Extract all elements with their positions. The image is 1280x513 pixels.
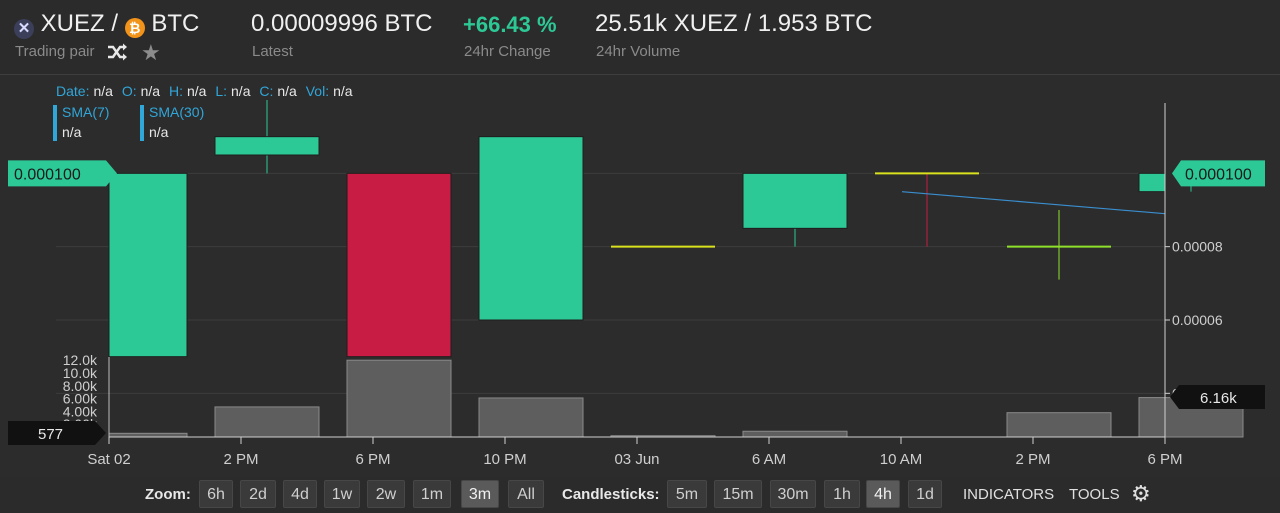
volume-24h: 25.51k XUEZ / 1.953 BTC	[595, 10, 873, 37]
pair-base: XUEZ	[40, 10, 105, 37]
sma30-swatch	[140, 105, 144, 141]
candle-body	[346, 172, 452, 358]
trading-pair[interactable]: ✕ XUEZ / ₿ BTC	[14, 10, 199, 39]
time-tick-label: 6 AM	[752, 451, 786, 468]
star-icon[interactable]: ★	[141, 40, 161, 65]
time-tick-label: 03 Jun	[614, 451, 659, 468]
volume-bar	[108, 432, 188, 438]
volume-bars	[108, 359, 1244, 438]
zoom-label: Zoom:	[145, 486, 191, 503]
zoom-option-2d[interactable]: 2d	[240, 480, 276, 508]
candle-option-5m[interactable]: 5m	[667, 480, 707, 508]
gear-icon[interactable]: ⚙	[1131, 481, 1151, 506]
candle-option-30m[interactable]: 30m	[770, 480, 816, 508]
price-tick-label: 0.00008	[1172, 239, 1223, 255]
axis-markers: 0.000100 0.000100 577 6.16k	[8, 160, 1265, 445]
sma30-label: SMA(30)	[149, 104, 204, 120]
xuez-coin-icon: ✕	[14, 19, 34, 39]
candle-body	[214, 136, 320, 156]
chart-toolbar: Zoom: 6h 2d 4d 1w 2w 1m 3m All Candlesticks: 5m…	[0, 478, 1280, 513]
volume-marker-right	[1170, 385, 1265, 409]
candlestick-chart[interactable]: 0.000080.000060.0000412.0k10.0k8.00k6.00…	[0, 75, 1280, 477]
volume-bar	[478, 397, 584, 438]
volume-marker-left-label: 577	[38, 426, 63, 443]
change-label: 24hr Change	[464, 43, 551, 60]
latest-price: 0.00009996 BTC	[251, 10, 433, 37]
sma30-value: n/a	[149, 124, 169, 140]
sma-line	[901, 191, 1166, 215]
chart-legend: Date: n/a O: n/a H: n/a L: n/a C: n/a Vol: n/a…	[53, 83, 353, 141]
time-tick-label: 6 PM	[1147, 451, 1182, 468]
latest-label: Latest	[252, 43, 293, 60]
candle-option-4h[interactable]: 4h	[866, 480, 900, 508]
candles	[108, 100, 1192, 358]
price-marker-left-label: 0.000100	[14, 166, 81, 183]
tools-button[interactable]: TOOLS	[1069, 486, 1120, 503]
price-marker-right-label: 0.000100	[1185, 166, 1252, 183]
candle-body	[1138, 172, 1166, 193]
zoom-option-3m[interactable]: 3m	[461, 480, 499, 508]
zoom-option-4d[interactable]: 4d	[283, 480, 317, 508]
pair-separator: /	[111, 10, 119, 37]
volume-tick-label: 4.00k	[63, 403, 98, 419]
volume-label: 24hr Volume	[596, 43, 681, 60]
time-tick-label: Sat 02	[87, 451, 130, 468]
time-tick-label: 10 AM	[880, 451, 923, 468]
sma7-label: SMA(7)	[62, 104, 109, 120]
shuffle-icon[interactable]	[106, 42, 128, 67]
time-tick-label: 2 PM	[223, 451, 258, 468]
volume-marker-right-label: 6.16k	[1200, 390, 1237, 407]
candle-option-15m[interactable]: 15m	[714, 480, 762, 508]
time-tick-label: 6 PM	[355, 451, 390, 468]
trading-pair-label: Trading pair	[15, 43, 95, 60]
volume-tick-label: 10.0k	[63, 365, 98, 381]
volume-marker-left	[8, 421, 106, 445]
volume-bar	[346, 359, 452, 438]
volume-bar	[742, 430, 848, 438]
zoom-option-2w[interactable]: 2w	[367, 480, 405, 508]
volume-tick-label: 6.00k	[63, 391, 98, 407]
candle-body	[742, 172, 848, 229]
candle-option-1h[interactable]: 1h	[824, 480, 860, 508]
ohlc-legend: Date: n/a O: n/a H: n/a L: n/a C: n/a Vol: n/a	[56, 83, 353, 99]
pair-quote: BTC	[151, 10, 200, 37]
bitcoin-icon: ₿	[124, 18, 145, 38]
price-tick-label: 0.00006	[1172, 312, 1223, 328]
sma-polyline	[901, 191, 1166, 215]
candle-body	[108, 172, 188, 358]
price-chart[interactable]: 0.000080.000060.0000412.0k10.0k8.00k6.00…	[0, 74, 1280, 477]
candle-body	[478, 136, 584, 321]
candlesticks-label: Candlesticks:	[562, 486, 660, 503]
price-marker-right	[1172, 160, 1265, 187]
time-tick-label: 2 PM	[1015, 451, 1050, 468]
time-tick-label: 10 PM	[483, 451, 526, 468]
sma7-value: n/a	[62, 124, 82, 140]
sma7-swatch	[53, 105, 57, 141]
volume-tick-label: 12.0k	[63, 352, 98, 368]
zoom-option-6h[interactable]: 6h	[199, 480, 233, 508]
candle-option-1d[interactable]: 1d	[908, 480, 942, 508]
market-header: ✕ XUEZ / ₿ BTC Trading pair ★ 0.00009996…	[0, 0, 1280, 74]
volume-bar	[214, 406, 320, 438]
zoom-option-1w[interactable]: 1w	[324, 480, 360, 508]
volume-bar	[1006, 412, 1112, 438]
change-24h: +66.43 %	[463, 12, 557, 37]
volume-tick-label: 8.00k	[63, 378, 98, 394]
zoom-option-all[interactable]: All	[508, 480, 544, 508]
zoom-option-1m[interactable]: 1m	[413, 480, 451, 508]
price-marker-left	[8, 160, 117, 187]
grid-lines	[56, 172, 1165, 394]
indicators-button[interactable]: INDICATORS	[963, 486, 1055, 503]
